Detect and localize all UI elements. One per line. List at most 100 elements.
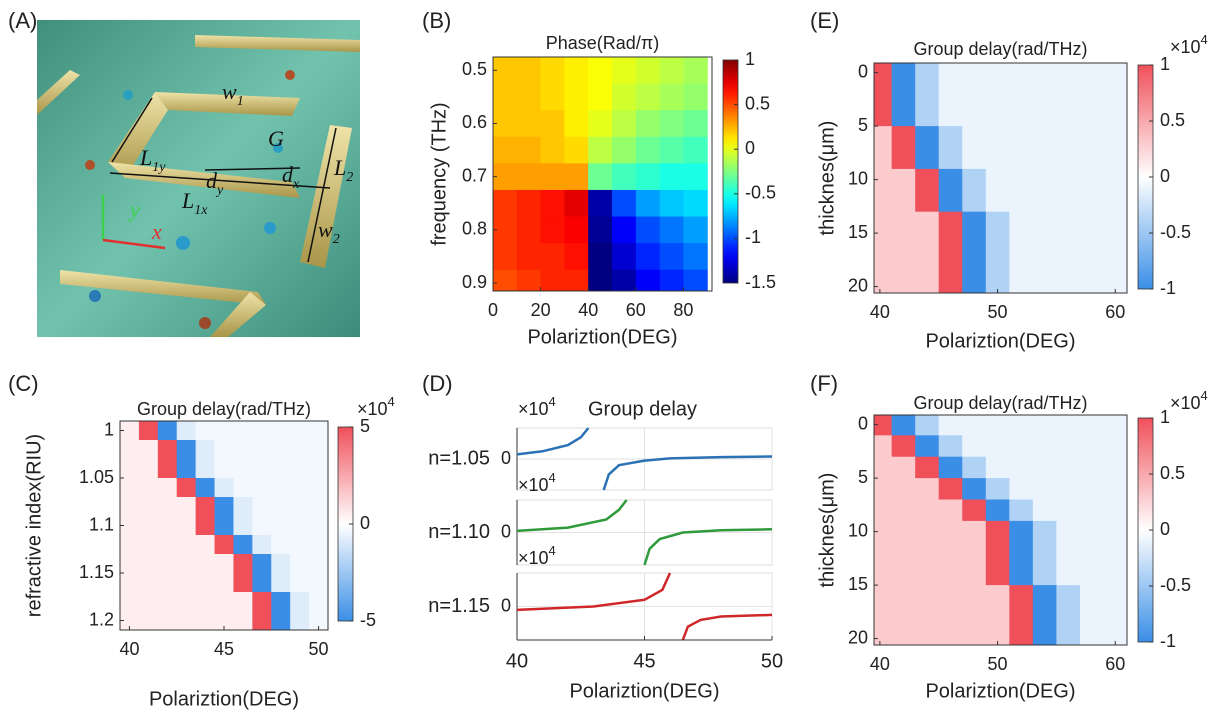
heatmap-cell — [891, 83, 916, 106]
heatmap-cell — [252, 516, 272, 536]
heatmap-cell — [938, 435, 963, 458]
heatmap-cell — [176, 611, 197, 630]
render-label: y — [128, 197, 140, 222]
x-tick-label: 50 — [309, 639, 329, 659]
heatmap-cell — [874, 415, 893, 436]
y-tick-label: 0.8 — [462, 219, 487, 239]
y-tick-label: 1.2 — [89, 609, 114, 629]
exponent: 4 — [1201, 388, 1208, 403]
heatmap-cell — [962, 563, 987, 586]
heatmap-cell — [1009, 211, 1034, 234]
heatmap-cell — [271, 440, 291, 460]
heatmap-cell — [493, 243, 518, 271]
dim-line — [307, 127, 337, 263]
panel-label: (F) — [810, 371, 838, 396]
render-label: L1x — [181, 188, 208, 218]
y-tick-label: 0.6 — [462, 112, 487, 132]
heatmap-cell — [233, 592, 253, 612]
heatmap-cell — [1079, 63, 1104, 84]
multiplier: ×10 — [518, 548, 549, 568]
heatmap-cell — [938, 520, 963, 543]
heatmap-cell — [120, 573, 140, 593]
x-tick-label: 60 — [1105, 654, 1125, 674]
chart-title: Group delay — [588, 398, 697, 420]
chart-title: Group delay(rad/THz) — [913, 393, 1087, 413]
heatmap-cell — [540, 136, 565, 164]
heatmap-cell — [915, 478, 940, 501]
heatmap-cell — [915, 456, 940, 479]
heatmap-cell — [1056, 542, 1081, 565]
heatmap-cell — [214, 554, 234, 574]
heatmap-cell — [1032, 585, 1057, 607]
heatmap-cell — [252, 535, 272, 555]
heatmap-cell — [612, 243, 637, 271]
heatmap-cell — [874, 233, 893, 255]
heatmap-cell — [985, 627, 1010, 645]
y-tick-label: 0 — [501, 595, 511, 615]
heatmap-cell — [290, 478, 310, 498]
heatmap-cell — [683, 83, 708, 111]
series-line — [516, 427, 773, 491]
heatmap-cell — [1032, 233, 1057, 255]
heatmap-cell — [874, 585, 893, 607]
heatmap-cell — [915, 126, 940, 149]
heatmap-cell — [120, 421, 140, 441]
x-tick-label: 40 — [506, 650, 528, 672]
heatmap-cell — [564, 136, 589, 164]
heatmap-cells — [874, 415, 1127, 645]
heatmap-cell — [1103, 606, 1127, 629]
heatmap-cell — [176, 535, 197, 555]
srr-bar — [60, 270, 266, 305]
heatmap-cell — [214, 573, 234, 593]
y-tick-label: 10 — [848, 520, 868, 540]
heatmap-cell — [1009, 63, 1034, 84]
heatmap-cell — [1032, 63, 1057, 84]
heatmap-cell — [1009, 275, 1034, 293]
heatmap-cell — [195, 516, 216, 536]
heatmap-cell — [1103, 147, 1127, 170]
heatmap-cell — [985, 254, 1010, 277]
heatmap-cell — [540, 163, 565, 191]
heatmap-cell — [985, 275, 1010, 293]
heatmap-cell — [874, 627, 893, 645]
heatmap-cell — [195, 592, 216, 612]
heatmap-cell — [214, 516, 234, 536]
heatmap-cell — [985, 147, 1010, 170]
heatmap-cell — [516, 136, 542, 164]
heatmap-cell — [195, 497, 216, 517]
axis-multiplier: ×104 — [518, 394, 556, 419]
heatmap-cell — [309, 554, 328, 574]
heatmap-cell — [271, 554, 291, 574]
x-tick-label: 40 — [870, 654, 890, 674]
heatmap-cell — [683, 189, 708, 218]
heatmap-cell — [516, 110, 542, 138]
label-main: d — [282, 162, 294, 187]
heatmap-cell — [612, 216, 637, 244]
heatmap-cell — [1009, 104, 1034, 127]
label-sub: 2 — [333, 232, 340, 247]
colorbar — [722, 59, 739, 284]
heatmap-cell — [1056, 585, 1081, 607]
colorbar-tick-label: 0 — [745, 138, 755, 158]
axis-multiplier: ×104 — [518, 470, 556, 495]
heatmap-cell — [874, 104, 893, 127]
heatmap-cell — [588, 136, 613, 164]
exponent: 4 — [388, 394, 395, 409]
heatmap-cell — [1079, 147, 1104, 170]
label-sub: 2 — [346, 170, 353, 185]
heatmap-cell — [233, 421, 253, 441]
heatmap-cell — [252, 554, 272, 574]
molecule — [285, 70, 295, 80]
heatmap-cell — [309, 440, 328, 460]
panel-label: (D) — [422, 371, 453, 396]
heatmap-cell — [891, 627, 916, 645]
y-tick-label: 1 — [104, 419, 114, 439]
colorbar-tick-label: 0 — [360, 513, 370, 533]
heatmap-cell — [891, 415, 916, 436]
heatmap-cell — [271, 535, 291, 555]
heatmap-cell — [1056, 168, 1081, 191]
label-sub: 1 — [237, 94, 244, 109]
heatmap-cell — [233, 516, 253, 536]
heatmap-cell — [214, 535, 234, 555]
axis-multiplier: ×104 — [1170, 388, 1208, 413]
